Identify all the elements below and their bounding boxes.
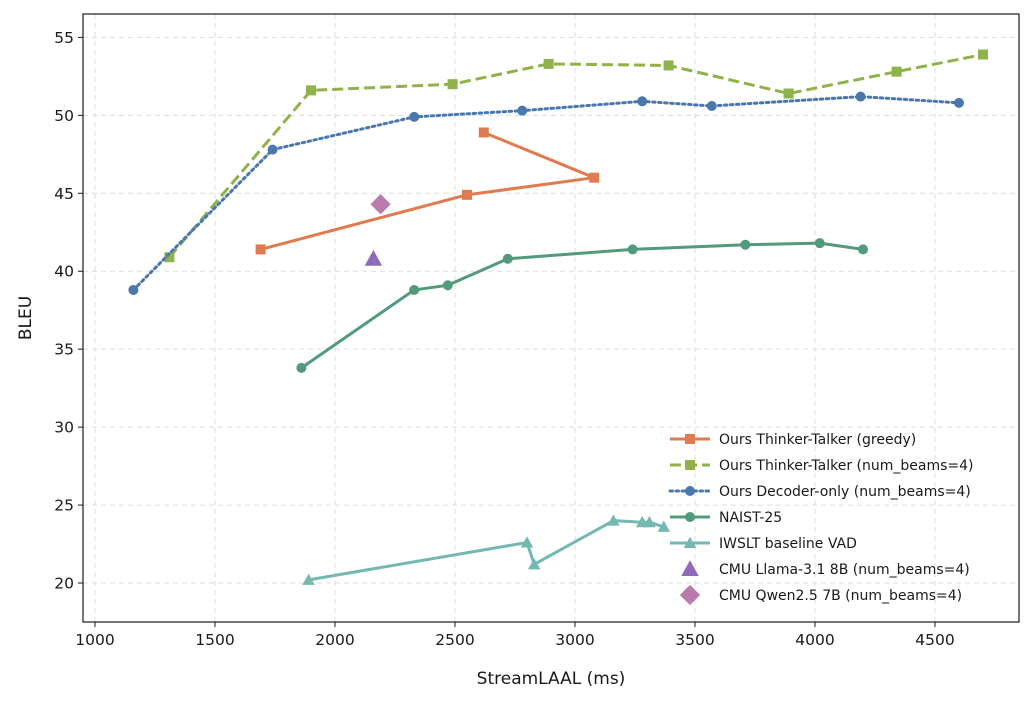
series-line: [131, 95, 961, 292]
data-point: [164, 252, 175, 263]
y-tick-label: 50: [54, 107, 74, 125]
series-6: [364, 250, 383, 266]
x-tick-label: 1000: [75, 631, 114, 649]
x-tick-label: 2500: [435, 631, 474, 649]
y-tick-label: 25: [54, 497, 74, 515]
data-point: [543, 58, 554, 69]
data-point: [409, 111, 420, 122]
data-point: [663, 60, 674, 71]
series-1: [255, 127, 600, 255]
series-line: [168, 53, 984, 259]
series-3: [128, 91, 964, 295]
data-point: [891, 66, 902, 77]
data-point: [814, 238, 825, 249]
legend-marker: [679, 584, 701, 606]
legend-item: Ours Thinker-Talker (num_beams=4): [670, 458, 974, 474]
data-point: [589, 172, 600, 183]
legend-marker: [683, 536, 697, 548]
y-axis-label: BLEU: [16, 296, 36, 340]
data-point: [517, 105, 528, 116]
legend-item: IWSLT baseline VAD: [670, 536, 857, 552]
data-point: [302, 573, 315, 585]
y-tick-label: 35: [54, 341, 74, 359]
x-tick-label: 4000: [795, 631, 834, 649]
data-point: [643, 515, 656, 528]
y-tick-label: 30: [54, 419, 74, 437]
legend-item: NAIST-25: [670, 510, 782, 526]
legend-label: Ours Decoder-only (num_beams=4): [719, 484, 971, 500]
data-point: [296, 362, 307, 373]
x-tick-label: 4500: [915, 631, 954, 649]
series-4: [296, 238, 868, 373]
legend-item: CMU Qwen2.5 7B (num_beams=4): [679, 584, 962, 606]
y-tick-label: 45: [54, 185, 74, 203]
y-tick-label: 20: [54, 575, 74, 593]
legend-label: Ours Thinker-Talker (greedy): [719, 432, 916, 448]
data-point: [858, 244, 868, 255]
legend-marker: [685, 434, 695, 444]
data-point: [306, 85, 316, 96]
data-point: [255, 244, 266, 255]
axis-ticks: 1000 1500 2000 2500 3000 3500 4000 4500 20 25 30 35…: [54, 29, 954, 649]
legend-label: CMU Qwen2.5 7B (num_beams=4): [719, 588, 962, 604]
data-point: [502, 253, 513, 264]
data-point: [657, 520, 671, 532]
data-point: [370, 194, 391, 215]
y-tick-label: 40: [54, 263, 74, 281]
data-point: [740, 239, 751, 250]
series-2: [164, 49, 988, 263]
legend-item: CMU Llama-3.1 8B (num_beams=4): [681, 560, 970, 578]
series-5: [302, 514, 671, 585]
series-7: [370, 194, 391, 215]
legend-label: NAIST-25: [719, 510, 782, 526]
data-point: [783, 88, 794, 99]
series-layer: [128, 49, 988, 585]
data-point: [637, 96, 648, 107]
data-point: [409, 284, 420, 295]
data-point: [462, 189, 472, 200]
x-axis-label: StreamLAAL (ms): [477, 669, 626, 689]
data-point: [267, 144, 278, 155]
legend-item: Ours Thinker-Talker (greedy): [670, 432, 916, 448]
data-point: [954, 97, 964, 108]
legend-marker: [681, 560, 699, 576]
data-point: [855, 91, 866, 102]
legend-label: CMU Llama-3.1 8B (num_beams=4): [719, 562, 970, 578]
data-point: [706, 100, 717, 111]
data-point: [627, 244, 638, 255]
x-tick-label: 2000: [315, 631, 354, 649]
legend-marker: [685, 512, 695, 522]
plot-frame: [82, 13, 1020, 623]
data-point: [128, 284, 139, 295]
legend-label: Ours Thinker-Talker (num_beams=4): [719, 458, 974, 474]
legend-label: IWSLT baseline VAD: [719, 536, 857, 552]
series-line: [300, 241, 864, 370]
data-point: [364, 250, 383, 266]
x-tick-label: 3000: [555, 631, 594, 649]
legend: Ours Thinker-Talker (greedy) Ours Thinker…: [668, 432, 974, 606]
y-tick-label: 55: [54, 29, 74, 47]
data-point: [447, 79, 458, 90]
legend-marker: [685, 460, 695, 470]
data-point: [442, 280, 453, 291]
data-point: [520, 536, 534, 548]
x-tick-label: 3500: [675, 631, 714, 649]
x-tick-label: 1500: [195, 631, 234, 649]
data-point: [527, 558, 541, 570]
series-line: [260, 131, 596, 251]
legend-marker: [685, 486, 695, 496]
data-point: [978, 49, 988, 60]
legend-item: Ours Decoder-only (num_beams=4): [668, 484, 971, 500]
data-point: [478, 127, 489, 138]
data-point: [607, 514, 620, 526]
